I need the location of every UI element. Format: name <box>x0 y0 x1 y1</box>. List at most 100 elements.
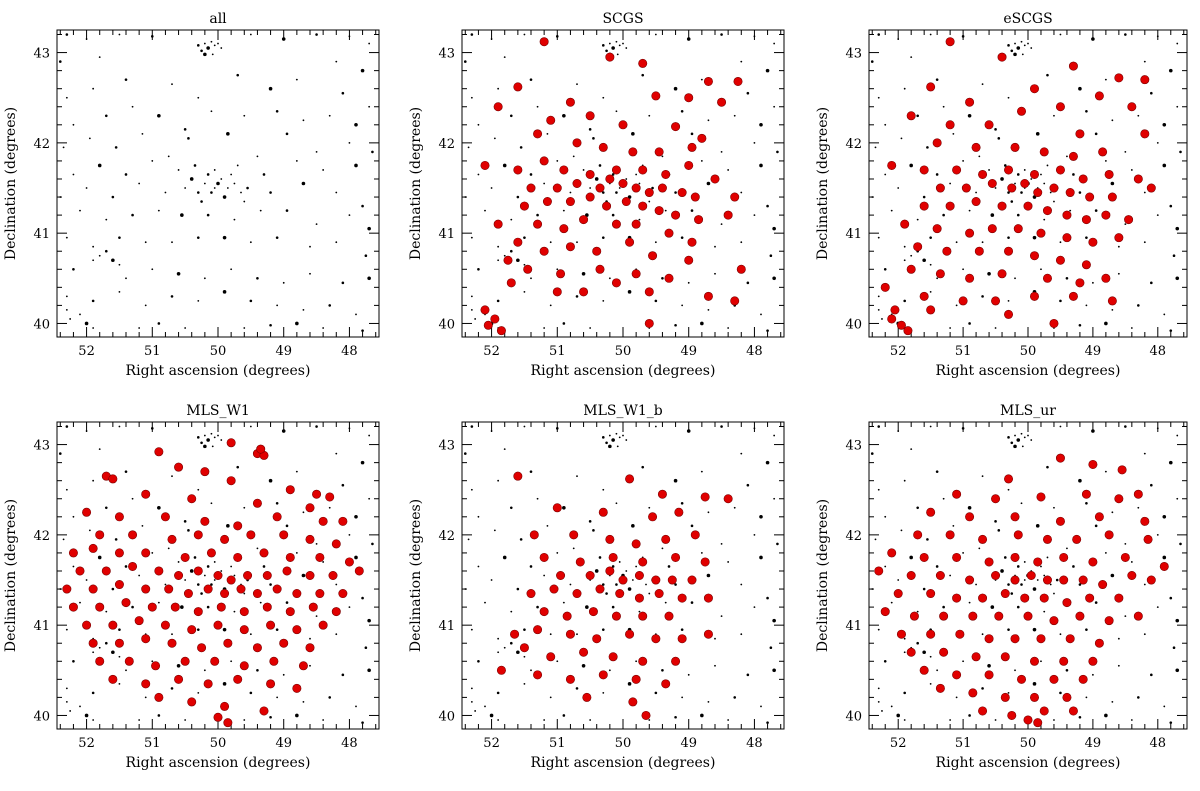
galaxy-point <box>138 719 141 721</box>
highlight-point <box>631 674 641 684</box>
highlight-point <box>167 534 177 544</box>
highlight-point <box>519 643 529 653</box>
galaxy-point <box>72 267 75 271</box>
galaxy-point <box>916 506 919 510</box>
galaxy-point <box>1163 313 1166 316</box>
highlight-point <box>1065 188 1075 198</box>
galaxy-point <box>322 719 325 721</box>
galaxy-point <box>335 60 338 63</box>
highlight-point <box>266 679 276 689</box>
galaxy-point <box>1094 601 1098 604</box>
galaxy-point <box>180 213 184 217</box>
galaxy-point <box>477 515 480 518</box>
panel-1: 52 51 50 49 48 40 41 42 43 all Right ascension (de… <box>3 11 380 379</box>
galaxy-point <box>1066 155 1068 158</box>
highlight-point <box>193 607 203 617</box>
galaxy-point <box>635 173 638 176</box>
galaxy-point <box>88 529 91 532</box>
galaxy-point <box>111 195 115 199</box>
highlight-point <box>187 625 197 635</box>
galaxy-point <box>335 241 338 244</box>
highlight-point <box>1104 530 1114 540</box>
highlight-point <box>513 471 523 481</box>
galaxy-point <box>706 573 711 578</box>
galaxy-point <box>220 47 223 49</box>
highlight-point <box>533 625 543 635</box>
galaxy-point <box>184 719 187 721</box>
galaxy-point <box>275 236 279 239</box>
galaxy-point <box>1014 434 1016 437</box>
galaxy-point <box>470 628 473 631</box>
galaxy-point <box>720 223 723 226</box>
galaxy-point <box>118 33 121 36</box>
highlight-point <box>880 607 890 617</box>
galaxy-point <box>1150 91 1153 95</box>
highlight-point <box>529 530 539 540</box>
highlight-point <box>994 611 1004 621</box>
galaxy-point <box>962 160 965 162</box>
galaxy-point <box>714 245 716 248</box>
galaxy-point <box>942 213 945 217</box>
galaxy-point <box>890 209 893 212</box>
galaxy-point <box>484 601 486 604</box>
galaxy-point <box>687 673 690 676</box>
galaxy-point <box>602 691 605 694</box>
galaxy-point <box>1078 191 1082 194</box>
highlight-point <box>1065 634 1075 644</box>
galaxy-point <box>981 241 984 244</box>
highlight-point <box>220 701 230 711</box>
galaxy-point <box>315 542 318 545</box>
galaxy-point <box>210 191 213 194</box>
galaxy-point <box>203 434 206 437</box>
galaxy-point <box>1085 304 1088 307</box>
highlight-point <box>625 629 635 639</box>
galaxy-point <box>727 169 730 171</box>
galaxy-point <box>766 204 769 208</box>
galaxy-point <box>1007 236 1010 239</box>
galaxy-point <box>236 465 240 469</box>
galaxy-point <box>1020 191 1023 194</box>
highlight-point <box>618 179 628 189</box>
galaxy-point <box>523 236 526 239</box>
galaxy-point <box>302 511 305 514</box>
x-tick-label: 50 <box>615 344 632 359</box>
galaxy-point <box>1117 664 1120 667</box>
galaxy-point <box>470 425 474 428</box>
highlight-point <box>174 674 184 684</box>
panel-title: SCGS <box>602 11 643 27</box>
highlight-point <box>542 197 552 207</box>
galaxy-point <box>470 488 473 491</box>
galaxy-point <box>615 110 618 113</box>
highlight-point <box>579 647 589 657</box>
galaxy-point <box>870 60 874 63</box>
galaxy-point <box>98 254 101 257</box>
x-tick-label: 51 <box>549 344 566 359</box>
galaxy-point <box>903 719 906 721</box>
highlight-point <box>1140 516 1150 526</box>
galaxy-point <box>217 434 219 437</box>
galaxy-point <box>196 436 200 439</box>
highlight-point <box>526 589 536 599</box>
galaxy-point <box>674 323 677 327</box>
galaxy-point <box>502 163 507 168</box>
y-tick-label: 43 <box>438 47 455 62</box>
galaxy-point <box>594 177 599 181</box>
highlight-point <box>114 512 124 522</box>
highlight-point <box>641 710 651 720</box>
galaxy-point <box>118 236 121 239</box>
x-tick-label: 52 <box>483 736 500 751</box>
x-tick-label: 51 <box>144 736 161 751</box>
galaxy-point <box>230 173 233 176</box>
highlight-point <box>687 142 697 152</box>
galaxy-point <box>92 87 95 90</box>
galaxy-point <box>196 628 200 631</box>
galaxy-point <box>131 213 134 217</box>
galaxy-point <box>222 195 227 199</box>
galaxy-point <box>497 719 500 721</box>
galaxy-point <box>1013 444 1017 449</box>
galaxy-point <box>141 524 144 527</box>
highlight-point <box>305 503 315 513</box>
galaxy-point <box>1137 696 1140 699</box>
highlight-point <box>1055 516 1065 526</box>
galaxy-point <box>157 505 161 510</box>
